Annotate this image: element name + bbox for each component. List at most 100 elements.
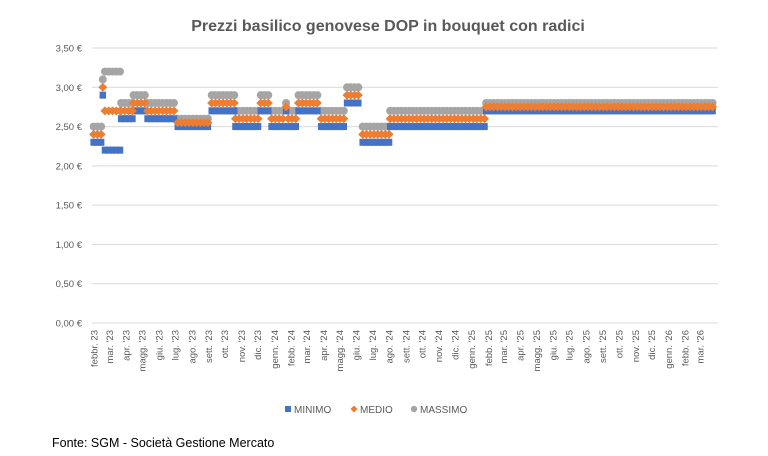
x-tick-label: ago. '24 (385, 330, 396, 364)
minimo-point (285, 123, 292, 131)
minimo-point (447, 123, 454, 131)
x-tick-label: dic. '24 (450, 330, 461, 360)
minimo-point (462, 123, 469, 131)
x-tick-label: genn. '24 (270, 330, 281, 369)
y-tick-label: 2,50 € (56, 122, 83, 133)
minimo-point (378, 138, 385, 146)
x-tick-label: ott. '23 (220, 330, 231, 358)
minimo-point (125, 115, 132, 123)
medio-point (708, 102, 718, 112)
minimo-point (117, 115, 125, 123)
minimo-point (148, 115, 155, 123)
x-tick-label: mar. '26 (696, 330, 707, 364)
minimo-point (219, 107, 227, 115)
minimo-point (336, 123, 344, 131)
medio-point (353, 90, 363, 100)
x-tick-label: ott. '24 (418, 330, 429, 358)
minimo-point (424, 123, 432, 131)
minimo-point (109, 146, 116, 154)
minimo-point (235, 123, 243, 131)
legend: MINIMO MEDIO MASSIMO (285, 405, 467, 416)
minimo-point (113, 146, 120, 154)
minimo-point (439, 123, 447, 131)
medio-point (312, 98, 322, 108)
massimo-point (98, 75, 107, 84)
minimo-point (151, 115, 159, 123)
minimo-point (477, 123, 484, 131)
minimo-point (292, 123, 300, 131)
minimo-point (302, 107, 310, 115)
minimo-point (295, 107, 302, 115)
x-tick-label: febb. '24 (287, 330, 298, 366)
y-tick-label: 0,50 € (56, 279, 83, 290)
minimo-point (458, 123, 466, 131)
minimo-point (105, 146, 112, 154)
x-tick-label: mar. '24 (302, 330, 313, 364)
minimo-point (385, 138, 393, 146)
minimo-point (97, 138, 105, 146)
minimo-point (261, 107, 268, 115)
medio-point (281, 102, 291, 112)
x-tick-label: giu. '23 (154, 330, 165, 360)
data-points (89, 67, 718, 154)
minimo-point (299, 107, 306, 115)
x-tick-label: sett. '25 (598, 330, 609, 363)
minimo-point (159, 115, 166, 123)
x-tick-label: sett. '23 (204, 330, 215, 363)
x-tick-label: giu. '24 (352, 330, 363, 360)
minimo-point (144, 115, 151, 123)
y-tick-label: 0,00 € (56, 319, 83, 330)
massimo-point (264, 91, 273, 100)
minimo-point (121, 115, 129, 123)
minimo-point (251, 123, 258, 131)
minimo-point (413, 123, 420, 131)
minimo-point (243, 123, 250, 131)
minimo-point (436, 123, 443, 131)
minimo-point (163, 115, 170, 123)
minimo-point (374, 138, 381, 146)
x-tick-label: febb. '26 (681, 330, 692, 366)
minimo-point (275, 123, 283, 131)
x-tick-label: magg. '23 (138, 330, 149, 371)
minimo-point (428, 123, 435, 131)
minimo-point (321, 123, 329, 131)
minimo-point (370, 138, 378, 146)
minimo-point (314, 107, 321, 115)
massimo-point (354, 83, 363, 92)
massimo-point (116, 67, 125, 76)
massimo-point (313, 91, 322, 100)
minimo-point (257, 107, 264, 115)
x-tick-label: mar. '23 (105, 330, 116, 364)
x-tick-label: febbr. 23 (90, 330, 101, 367)
minimo-point (443, 123, 450, 131)
minimo-point (129, 115, 136, 123)
minimo-point (386, 123, 394, 131)
minimo-point (390, 123, 398, 131)
minimo-point (288, 123, 296, 131)
medio-point (203, 118, 213, 128)
minimo-point (402, 123, 409, 131)
minimo-point (333, 123, 340, 131)
minimo-point (212, 107, 219, 115)
medio-point (253, 114, 263, 124)
minimo-point (351, 99, 358, 107)
x-tick-label: nov. '25 (631, 330, 642, 362)
minimo-point (116, 146, 124, 154)
x-tick-label: febb. '25 (484, 330, 495, 366)
minimo-point (279, 123, 287, 131)
minimo-point (155, 115, 163, 123)
medio-point (480, 114, 490, 124)
minimo-point (134, 107, 141, 115)
massimo-point (169, 99, 178, 107)
x-tick-label: giu. '25 (549, 330, 560, 360)
medio-point (98, 82, 108, 92)
minimo-point (420, 123, 428, 131)
minimo-point (340, 123, 348, 131)
medio-point (384, 129, 394, 139)
minimo-point (470, 123, 477, 131)
medio-point (96, 129, 106, 139)
minimo-point (355, 99, 362, 107)
x-tick-label: apr. '25 (516, 330, 527, 361)
x-tick-label: apr. '24 (319, 330, 330, 361)
minimo-point (310, 107, 317, 115)
